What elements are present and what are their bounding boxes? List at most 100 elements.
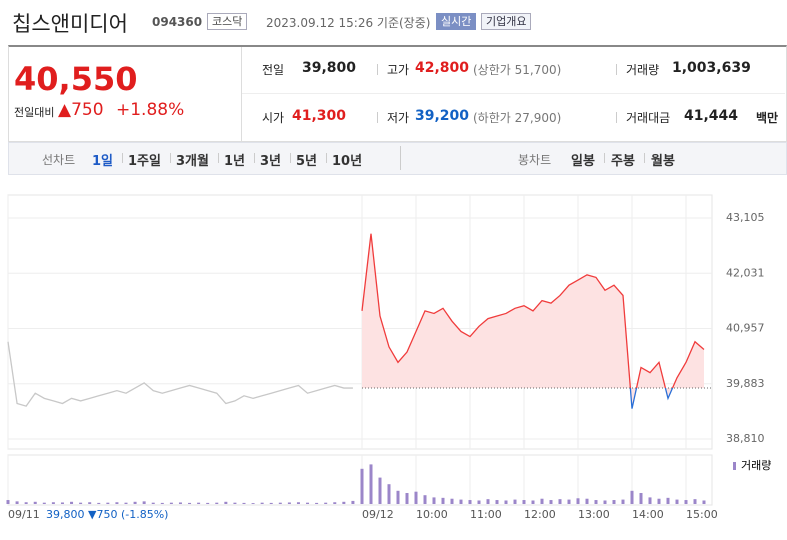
footer-close: 39,800 bbox=[46, 508, 85, 521]
volume-bar bbox=[378, 477, 382, 504]
volume-bar bbox=[639, 493, 643, 504]
cell-separator bbox=[377, 64, 378, 75]
volume-bar bbox=[405, 493, 409, 504]
x-tick-label: 09/11 bbox=[8, 508, 40, 521]
cell-value: 42,800 bbox=[415, 60, 470, 76]
volume-bar bbox=[603, 500, 607, 504]
volume-bar bbox=[242, 502, 246, 504]
stock-code: 094360 bbox=[152, 15, 203, 29]
cell-label: 거래량 bbox=[626, 63, 660, 77]
volume-bar bbox=[88, 502, 92, 504]
volume-bar bbox=[306, 502, 310, 504]
cell-extra: 백만 bbox=[756, 111, 779, 125]
cell-value: 1,003,639 bbox=[672, 60, 751, 76]
volume-bar bbox=[450, 498, 454, 504]
volume-bar bbox=[621, 499, 625, 504]
tab[interactable]: 1일 bbox=[92, 154, 114, 169]
volume-bar bbox=[495, 500, 499, 504]
volume-bar bbox=[215, 502, 219, 504]
cell-value: 41,444 bbox=[684, 108, 739, 124]
volume-bar bbox=[51, 502, 55, 504]
tab[interactable]: 일봉 bbox=[571, 154, 595, 169]
volume-bar bbox=[169, 502, 173, 504]
volume-bar bbox=[513, 499, 517, 504]
volume-bar bbox=[423, 495, 427, 504]
cell-label: 고가 bbox=[387, 63, 410, 77]
tab[interactable]: 월봉 bbox=[651, 154, 675, 169]
volume-bar bbox=[70, 501, 74, 504]
footer-rate: (-1.85%) bbox=[120, 508, 169, 521]
volume-bar bbox=[360, 468, 364, 504]
volume-bar bbox=[324, 502, 328, 504]
volume-bar bbox=[315, 502, 319, 504]
volume-bar bbox=[42, 502, 46, 504]
volume-bar bbox=[351, 500, 355, 504]
volume-bar bbox=[396, 490, 400, 504]
tab-label: 선차트 bbox=[42, 153, 76, 167]
tab-separator bbox=[122, 153, 123, 163]
volume-bar bbox=[278, 502, 282, 504]
volume-bar bbox=[296, 502, 300, 504]
tab-separator bbox=[218, 153, 219, 163]
volume-bar bbox=[97, 502, 101, 504]
footer: 39,800 ▼750 (-1.85%) bbox=[46, 508, 168, 521]
x-tick-label: 13:00 bbox=[578, 508, 610, 521]
volume-frame bbox=[7, 454, 713, 506]
volume-bar bbox=[468, 500, 472, 504]
cell-extra: (상한가 51,700) bbox=[473, 63, 562, 77]
volume-bar bbox=[585, 498, 589, 504]
volume-bar bbox=[224, 501, 228, 504]
tab-separator bbox=[170, 153, 171, 163]
change: ▲750 bbox=[58, 100, 104, 120]
company-button[interactable]: 기업개요 bbox=[481, 13, 532, 30]
volume-bar bbox=[549, 500, 553, 504]
tab-separator bbox=[326, 153, 327, 163]
legend-swatch bbox=[733, 462, 736, 470]
timestamp: 2023.09.12 15:26 기준(장중) bbox=[266, 16, 431, 30]
legend-volume: 거래량 bbox=[741, 459, 771, 472]
tab[interactable]: 5년 bbox=[296, 154, 318, 169]
footer-change: ▼750 bbox=[88, 508, 118, 521]
volume-bar bbox=[540, 498, 544, 504]
tab-bar bbox=[8, 142, 787, 175]
realtime-button[interactable]: 실시간 bbox=[436, 13, 477, 30]
tab[interactable]: 1주일 bbox=[128, 154, 161, 169]
rate: +1.88% bbox=[116, 100, 185, 120]
x-tick-label: 11:00 bbox=[470, 508, 502, 521]
volume-bar bbox=[414, 491, 418, 504]
volume-bar bbox=[24, 502, 28, 504]
tab[interactable]: 3년 bbox=[260, 154, 282, 169]
x-tick-label: 10:00 bbox=[416, 508, 448, 521]
price: 40,550 bbox=[14, 60, 138, 98]
volume-bar bbox=[260, 502, 264, 504]
x-tick-label: 09/12 bbox=[362, 508, 394, 521]
volume-bar bbox=[142, 501, 146, 504]
volume-bar bbox=[666, 497, 670, 504]
cell-value: 41,300 bbox=[292, 108, 347, 124]
volume-bar bbox=[441, 497, 445, 504]
volume-bar bbox=[369, 464, 373, 504]
tab[interactable]: 주봉 bbox=[611, 154, 635, 169]
volume-bar bbox=[33, 501, 37, 504]
volume-bar bbox=[612, 500, 616, 504]
y-tick-label: 43,105 bbox=[726, 211, 765, 224]
tab[interactable]: 1년 bbox=[224, 154, 246, 169]
volume-bar bbox=[79, 502, 83, 504]
volume-bar bbox=[6, 500, 10, 504]
volume-bar bbox=[531, 500, 535, 504]
volume-bar bbox=[15, 501, 19, 504]
tab[interactable]: 10년 bbox=[332, 154, 363, 169]
cell-value: 39,200 bbox=[415, 108, 470, 124]
cell-label: 저가 bbox=[387, 111, 410, 125]
cell-separator bbox=[377, 112, 378, 123]
volume-bar bbox=[504, 500, 508, 504]
tab-separator bbox=[290, 153, 291, 163]
stock-name: 칩스앤미디어 bbox=[12, 12, 128, 36]
volume-bar bbox=[693, 499, 697, 504]
tab[interactable]: 3개월 bbox=[176, 154, 209, 169]
volume-bar bbox=[675, 499, 679, 504]
divider bbox=[241, 47, 242, 141]
market-badge: 코스닥 bbox=[207, 13, 248, 30]
cell-separator bbox=[616, 64, 617, 75]
